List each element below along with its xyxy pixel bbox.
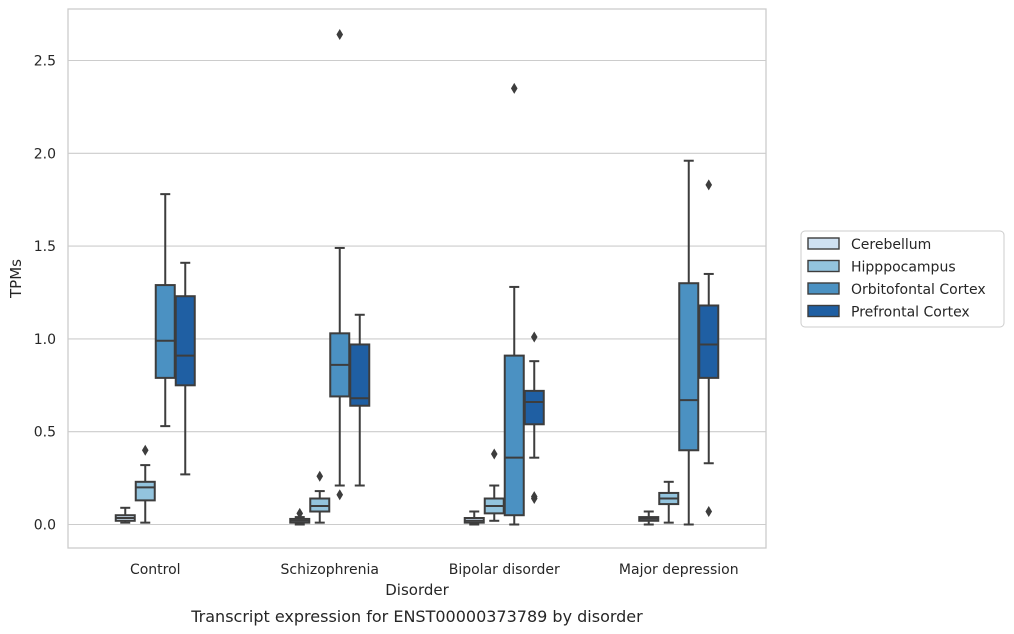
- outlier-point: [510, 82, 518, 94]
- legend-label: Prefrontal Cortex: [851, 305, 970, 321]
- box-plot-marks: [114, 29, 720, 526]
- box-iqr: [134, 480, 156, 502]
- box-cerebellum-1: [289, 507, 311, 526]
- box-hipppocampus-3: [658, 480, 680, 524]
- box-hipppocampus-1: [309, 470, 331, 524]
- y-tick-label: 1.0: [34, 332, 56, 348]
- legend-frame: [800, 230, 1005, 328]
- plot-frame: [67, 8, 767, 549]
- outlier-point: [336, 29, 344, 41]
- outlier-point: [705, 179, 713, 191]
- outlier-point: [336, 489, 344, 501]
- legend-label: Orbitofontal Cortex: [851, 282, 986, 298]
- x-tick-label: Bipolar disorder: [449, 562, 560, 578]
- y-tick-label: 0.5: [34, 425, 56, 441]
- x-axis-ticks: Control Schizophrenia Bipolar disorder Majo…: [130, 562, 739, 578]
- outlier-point: [530, 331, 538, 343]
- box-iqr: [174, 295, 196, 387]
- x-tick-label: Major depression: [619, 562, 739, 578]
- box-orbitofontal-cortex-3: [678, 159, 700, 526]
- outlier-point: [296, 507, 304, 519]
- y-tick-label: 2.0: [34, 146, 56, 162]
- box-prefrontal-cortex-3: [698, 179, 720, 518]
- box-iqr: [349, 343, 371, 407]
- legend-label: Cerebellum: [851, 237, 931, 253]
- box-prefrontal-cortex-1: [349, 313, 371, 487]
- legend-swatch: [807, 237, 840, 250]
- figure-caption: Transcript expression for ENST0000037378…: [190, 607, 643, 626]
- box-orbitofontal-cortex-0: [154, 193, 176, 428]
- box-cerebellum-0: [114, 506, 136, 524]
- outlier-point: [141, 444, 149, 456]
- outlier-point: [490, 448, 498, 460]
- y-tick-label: 1.5: [34, 239, 56, 255]
- legend: Cerebellum Hipppocampus Orbitofontal Corte…: [800, 230, 1005, 328]
- x-tick-label: Control: [130, 562, 181, 578]
- outlier-point: [705, 506, 713, 518]
- y-axis-label: TPMs: [7, 259, 25, 299]
- x-axis-label: Disorder: [385, 581, 449, 599]
- box-orbitofontal-cortex-2: [503, 82, 525, 526]
- y-tick-label: 0.0: [34, 518, 56, 534]
- legend-swatch: [807, 304, 840, 318]
- box-cerebellum-2: [463, 510, 485, 526]
- y-axis-ticks: 0.0 0.5 1.0 1.5 2.0 2.5: [34, 54, 56, 534]
- box-orbitofontal-cortex-1: [329, 29, 351, 501]
- box-iqr: [523, 389, 545, 426]
- box-hipppocampus-2: [483, 448, 505, 522]
- box-iqr: [503, 354, 525, 517]
- outlier-point: [316, 470, 324, 482]
- box-iqr: [678, 282, 700, 452]
- box-cerebellum-3: [638, 510, 660, 526]
- box-iqr: [154, 284, 176, 379]
- box-iqr: [698, 304, 720, 379]
- legend-label: Hipppocampus: [851, 260, 956, 276]
- box-prefrontal-cortex-0: [174, 261, 196, 476]
- box-prefrontal-cortex-2: [523, 331, 545, 505]
- x-tick-label: Schizophrenia: [281, 562, 379, 578]
- legend-swatch: [807, 282, 840, 295]
- outlier-point: [530, 491, 538, 503]
- legend-swatch: [807, 259, 840, 273]
- box-hipppocampus-0: [134, 444, 156, 524]
- y-tick-label: 2.5: [34, 54, 56, 70]
